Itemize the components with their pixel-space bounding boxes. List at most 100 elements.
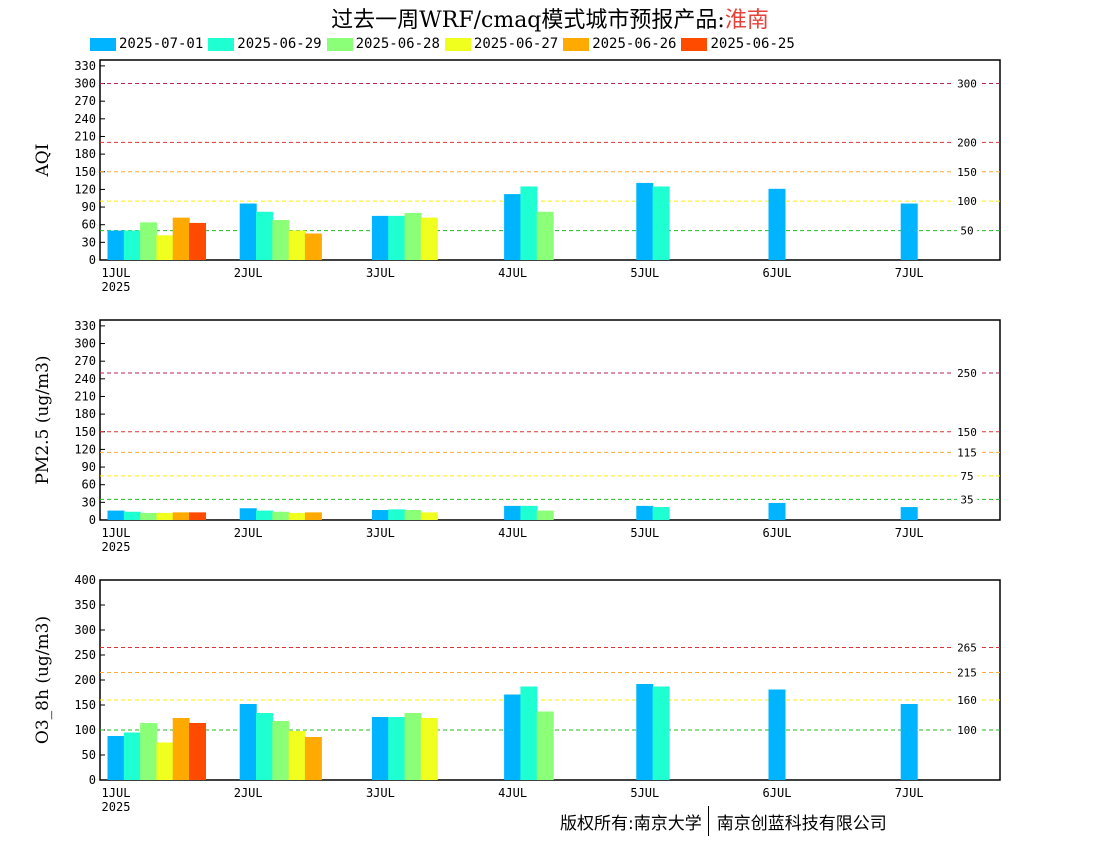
bar	[371, 717, 389, 780]
bar	[536, 510, 554, 520]
x-tick-label: 5JUL	[630, 266, 659, 280]
threshold-label-bg	[953, 77, 981, 89]
threshold-label: 200	[957, 136, 977, 149]
x-tick-label: 7JUL	[895, 786, 924, 800]
x-tick-label: 1JUL	[102, 266, 131, 280]
legend-swatch	[444, 37, 471, 51]
y-tick-label: 270	[74, 94, 96, 108]
y-tick-label: 90	[82, 200, 96, 214]
legend-item: 2025-07-01	[90, 36, 203, 52]
x-tick-label: 6JUL	[763, 526, 792, 540]
legend-label: 2025-06-25	[710, 36, 795, 52]
threshold-label: 265	[957, 642, 977, 655]
threshold-label-bg	[953, 195, 981, 207]
bar	[388, 509, 406, 520]
bar	[288, 512, 306, 520]
threshold-label-bg	[956, 469, 978, 481]
bar	[636, 182, 654, 260]
bar	[107, 510, 125, 520]
bar	[768, 502, 786, 520]
bar	[371, 215, 389, 260]
bar	[156, 235, 174, 260]
bar	[900, 704, 918, 780]
bar	[107, 736, 125, 780]
threshold-label: 150	[957, 426, 977, 439]
bar	[304, 737, 322, 780]
y-tick-label: 330	[74, 59, 96, 73]
y-axis-label: O3_8h (ug/m3)	[33, 616, 53, 744]
legend-swatch	[208, 37, 235, 51]
x-tick-label: 1JUL	[102, 786, 131, 800]
threshold-label: 100	[957, 724, 977, 737]
threshold-label-bg	[953, 641, 981, 653]
x-tick-label: 5JUL	[630, 526, 659, 540]
bar	[272, 511, 290, 520]
chart-title: 过去一周WRF/cmaq模式城市预报产品:淮南	[0, 2, 1100, 34]
threshold-label-bg	[953, 724, 981, 735]
bar	[123, 511, 141, 520]
bar	[288, 230, 306, 260]
bar	[172, 718, 190, 780]
footer: 版权所有:南京大学 南京创蓝科技有限公司	[560, 806, 887, 838]
x-tick-label: 2JUL	[234, 266, 263, 280]
x-tick-label: 2JUL	[234, 526, 263, 540]
y-tick-label: 0	[89, 253, 96, 267]
x-tick-label: 3JUL	[366, 266, 395, 280]
y-axis-label: PM2.5 (ug/m3)	[33, 355, 53, 484]
threshold-label-bg	[956, 493, 978, 505]
threshold-label-bg	[953, 694, 981, 705]
bar	[256, 211, 273, 260]
title-city: 淮南	[724, 8, 769, 33]
bar	[404, 713, 422, 780]
bar	[652, 686, 670, 780]
legend-item: 2025-06-25	[681, 36, 795, 52]
y-tick-label: 180	[74, 147, 96, 161]
y-tick-label: 150	[74, 698, 96, 712]
footer-copyright: 版权所有:南京大学	[560, 813, 702, 834]
y-tick-label: 90	[82, 460, 96, 474]
threshold-label: 250	[957, 367, 977, 380]
y-tick-label: 330	[74, 319, 96, 333]
y-tick-label: 210	[74, 129, 96, 143]
x-tick-label: 6JUL	[763, 786, 792, 800]
threshold-label-bg	[953, 446, 981, 458]
bar	[304, 512, 322, 520]
threshold-label: 75	[960, 470, 973, 483]
threshold-label: 50	[960, 225, 973, 238]
legend-swatch	[90, 37, 116, 51]
y-tick-label: 150	[74, 165, 96, 179]
y-tick-label: 120	[74, 182, 96, 196]
y-tick-label: 120	[74, 442, 96, 456]
bar	[239, 203, 257, 260]
bar	[636, 505, 654, 520]
y-tick-label: 240	[74, 372, 96, 386]
y-tick-label: 240	[74, 112, 96, 126]
legend-label: 2025-06-26	[592, 36, 677, 52]
bar	[420, 718, 438, 780]
threshold-label: 35	[960, 493, 973, 506]
x-tick-label: 7JUL	[895, 526, 924, 540]
x-tick-sublabel: 2025	[102, 540, 131, 554]
x-tick-label: 3JUL	[366, 526, 395, 540]
bar	[520, 186, 538, 260]
bar	[239, 508, 257, 520]
y-tick-label: 30	[82, 235, 96, 249]
x-tick-label: 6JUL	[763, 266, 792, 280]
y-tick-label: 200	[74, 673, 96, 687]
bar	[536, 711, 554, 780]
y-tick-label: 270	[74, 354, 96, 368]
bar	[156, 512, 174, 520]
bar	[404, 212, 422, 260]
bar	[900, 507, 918, 520]
bar	[239, 704, 257, 780]
bar	[140, 222, 158, 260]
bar	[272, 220, 290, 260]
legend-item: 2025-06-27	[444, 36, 558, 52]
legend-swatch	[563, 37, 590, 51]
threshold-label-bg	[956, 224, 978, 236]
y-tick-label: 300	[74, 623, 96, 637]
bar	[256, 510, 273, 520]
x-tick-label: 5JUL	[630, 786, 659, 800]
legend-label: 2025-07-01	[119, 36, 204, 52]
